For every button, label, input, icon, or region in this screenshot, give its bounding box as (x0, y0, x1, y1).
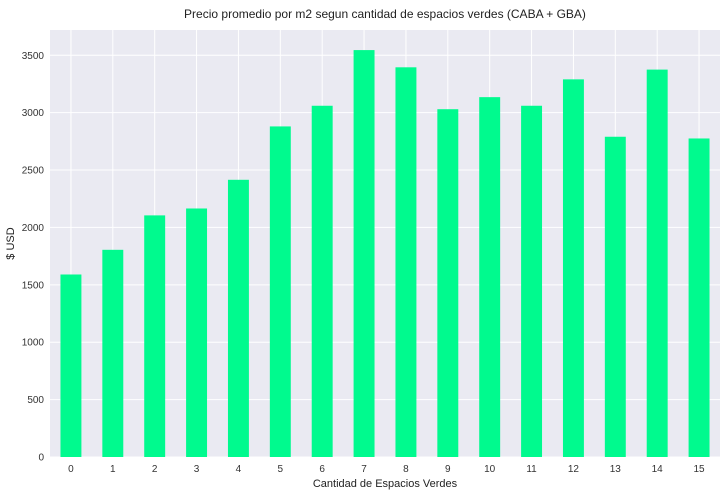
bar (521, 105, 543, 458)
bar (395, 67, 417, 457)
bar (227, 179, 249, 457)
bar (311, 105, 333, 458)
bar (479, 97, 501, 457)
y-axis-ticks: 0 500 1000 1500 2000 2500 3000 3500 (22, 51, 45, 464)
x-tick-label: 0 (68, 464, 74, 475)
y-tick-label: 3000 (22, 108, 45, 119)
x-axis-ticks: 0 1 2 3 4 5 6 7 8 9 10 11 12 13 14 15 (68, 464, 705, 475)
bar (102, 249, 124, 457)
x-tick-label: 2 (152, 464, 158, 475)
bar (269, 126, 291, 457)
x-tick-label: 14 (652, 464, 664, 475)
bar (353, 50, 375, 457)
y-tick-label: 3500 (22, 51, 45, 62)
bar (604, 136, 626, 457)
bar (646, 69, 668, 458)
x-tick-label: 5 (278, 464, 284, 475)
x-tick-label: 3 (194, 464, 200, 475)
y-axis-label: $ USD (5, 227, 17, 259)
bar (60, 274, 82, 457)
x-tick-label: 9 (445, 464, 451, 475)
x-tick-label: 7 (361, 464, 367, 475)
x-tick-label: 15 (694, 464, 706, 475)
chart-title: Precio promedio por m2 segun cantidad de… (184, 7, 586, 21)
x-tick-label: 6 (319, 464, 325, 475)
bar (562, 79, 584, 457)
y-tick-label: 1000 (22, 338, 45, 349)
x-tick-label: 4 (236, 464, 242, 475)
bar (688, 138, 710, 457)
bar (186, 208, 208, 457)
x-tick-label: 8 (403, 464, 409, 475)
x-tick-label: 1 (110, 464, 116, 475)
y-tick-label: 2000 (22, 223, 45, 234)
bar (144, 215, 166, 457)
x-tick-label: 10 (484, 464, 496, 475)
x-tick-label: 11 (526, 464, 537, 475)
y-tick-label: 0 (38, 453, 44, 464)
bars (60, 50, 710, 458)
x-axis-label: Cantidad de Espacios Verdes (313, 478, 458, 490)
x-tick-label: 12 (568, 464, 580, 475)
y-tick-label: 500 (27, 395, 44, 406)
x-tick-label: 13 (610, 464, 622, 475)
y-tick-label: 2500 (22, 166, 45, 177)
bar (437, 109, 459, 458)
y-tick-label: 1500 (22, 280, 45, 291)
